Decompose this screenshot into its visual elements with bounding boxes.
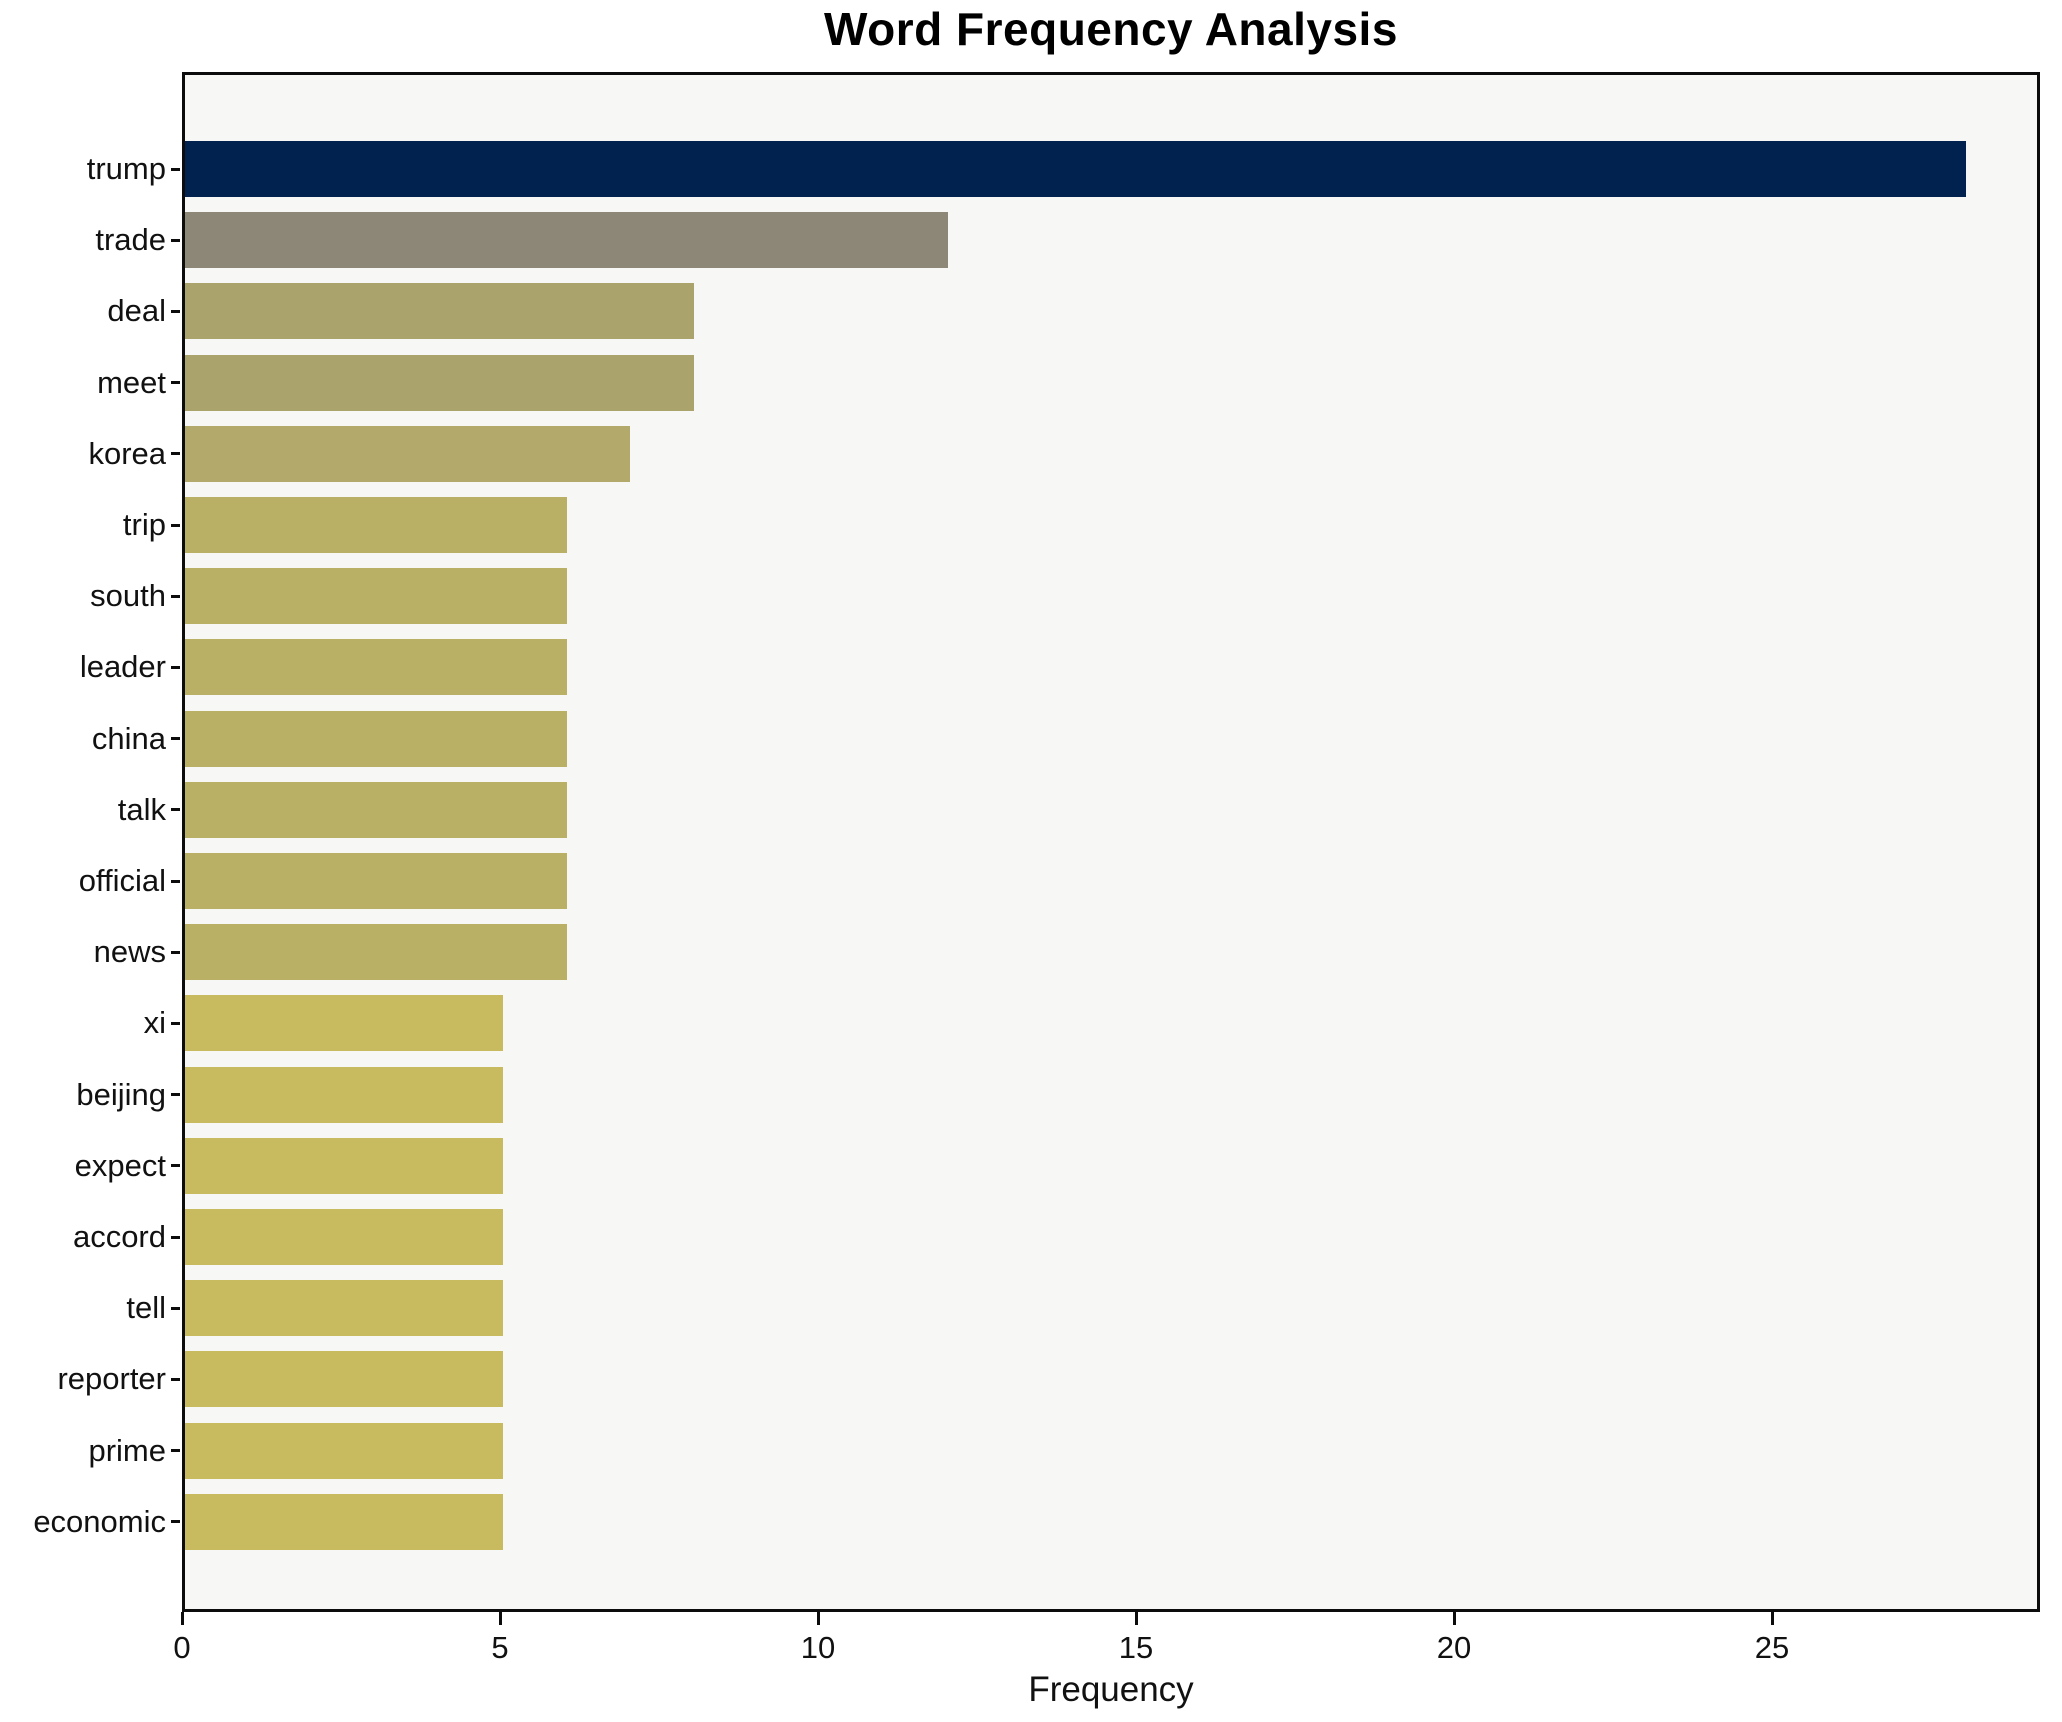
bar-talk [185, 781, 567, 838]
y-tick-label-prime: prime [88, 1432, 166, 1468]
bar-korea [185, 425, 631, 482]
x-tick-label-0: 0 [173, 1630, 191, 1665]
y-tick-label-korea: korea [88, 435, 166, 471]
y-tick-label-tell: tell [126, 1290, 166, 1326]
bar-official [185, 853, 567, 909]
y-tick-mark [171, 737, 180, 741]
x-tick-mark [498, 1612, 502, 1625]
y-tick-mark [171, 1449, 180, 1453]
x-tick-label-15: 15 [1118, 1630, 1154, 1665]
y-tick-label-economic: economic [33, 1503, 166, 1539]
y-tick-mark [171, 523, 180, 527]
y-tick-label-trip: trip [122, 507, 166, 542]
bar-xi [185, 995, 503, 1052]
y-tick-mark [171, 167, 180, 171]
y-tick-mark [171, 452, 180, 456]
y-tick-label-south: south [90, 578, 166, 614]
y-tick-mark [171, 1164, 180, 1168]
bar-news [185, 924, 567, 981]
y-tick-mark [171, 1306, 180, 1310]
y-tick-label-meet: meet [97, 364, 166, 400]
x-tick-mark [180, 1612, 184, 1625]
x-tick-mark [1134, 1612, 1138, 1625]
x-tick-label-5: 5 [491, 1630, 509, 1665]
chart-title: Word Frequency Analysis [824, 3, 1398, 55]
y-tick-mark [171, 309, 180, 313]
y-tick-mark [171, 238, 180, 242]
y-tick-label-beijing: beijing [76, 1076, 166, 1112]
bar-south [185, 568, 567, 625]
bar-expect [185, 1137, 503, 1194]
y-tick-label-official: official [78, 863, 166, 898]
y-tick-label-leader: leader [79, 649, 166, 685]
y-tick-mark [171, 808, 180, 812]
bar-trip [185, 497, 567, 553]
bar-tell [185, 1280, 503, 1337]
y-tick-mark [171, 1093, 180, 1097]
x-tick-mark [1770, 1612, 1774, 1625]
y-tick-mark [171, 665, 180, 669]
bar-economic [185, 1493, 503, 1550]
y-tick-mark [171, 1021, 180, 1025]
y-tick-label-deal: deal [107, 293, 166, 329]
bar-meet [185, 354, 694, 411]
x-tick-mark [1452, 1612, 1456, 1625]
y-tick-mark [171, 879, 180, 883]
x-tick-label-20: 20 [1436, 1630, 1472, 1665]
y-tick-label-talk: talk [117, 791, 166, 827]
y-tick-label-accord: accord [72, 1219, 166, 1254]
bar-leader [185, 639, 567, 696]
x-axis-label: Frequency [1028, 1670, 1194, 1709]
bar-deal [185, 283, 694, 340]
bar-accord [185, 1209, 503, 1265]
y-tick-label-trade: trade [95, 222, 166, 258]
y-tick-mark [171, 594, 180, 598]
bar-china [185, 710, 567, 767]
x-tick-label-10: 10 [800, 1630, 836, 1665]
y-tick-mark [171, 950, 180, 954]
bar-trade [185, 212, 949, 269]
bar-reporter [185, 1351, 503, 1408]
y-tick-label-reporter: reporter [57, 1361, 166, 1397]
x-tick-label-25: 25 [1754, 1630, 1790, 1665]
y-tick-mark [171, 1235, 180, 1239]
y-tick-mark [171, 1377, 180, 1381]
y-tick-label-expect: expect [74, 1147, 166, 1183]
y-tick-label-xi: xi [143, 1005, 166, 1041]
y-tick-label-news: news [93, 934, 166, 970]
bar-prime [185, 1422, 503, 1479]
y-tick-label-china: china [91, 720, 166, 756]
y-tick-mark [171, 1520, 180, 1524]
y-tick-label-trump: trump [86, 151, 166, 186]
bar-beijing [185, 1066, 503, 1123]
x-tick-mark [816, 1612, 820, 1625]
bar-trump [185, 141, 1966, 197]
y-tick-mark [171, 381, 180, 385]
plot-area [182, 72, 2040, 1612]
